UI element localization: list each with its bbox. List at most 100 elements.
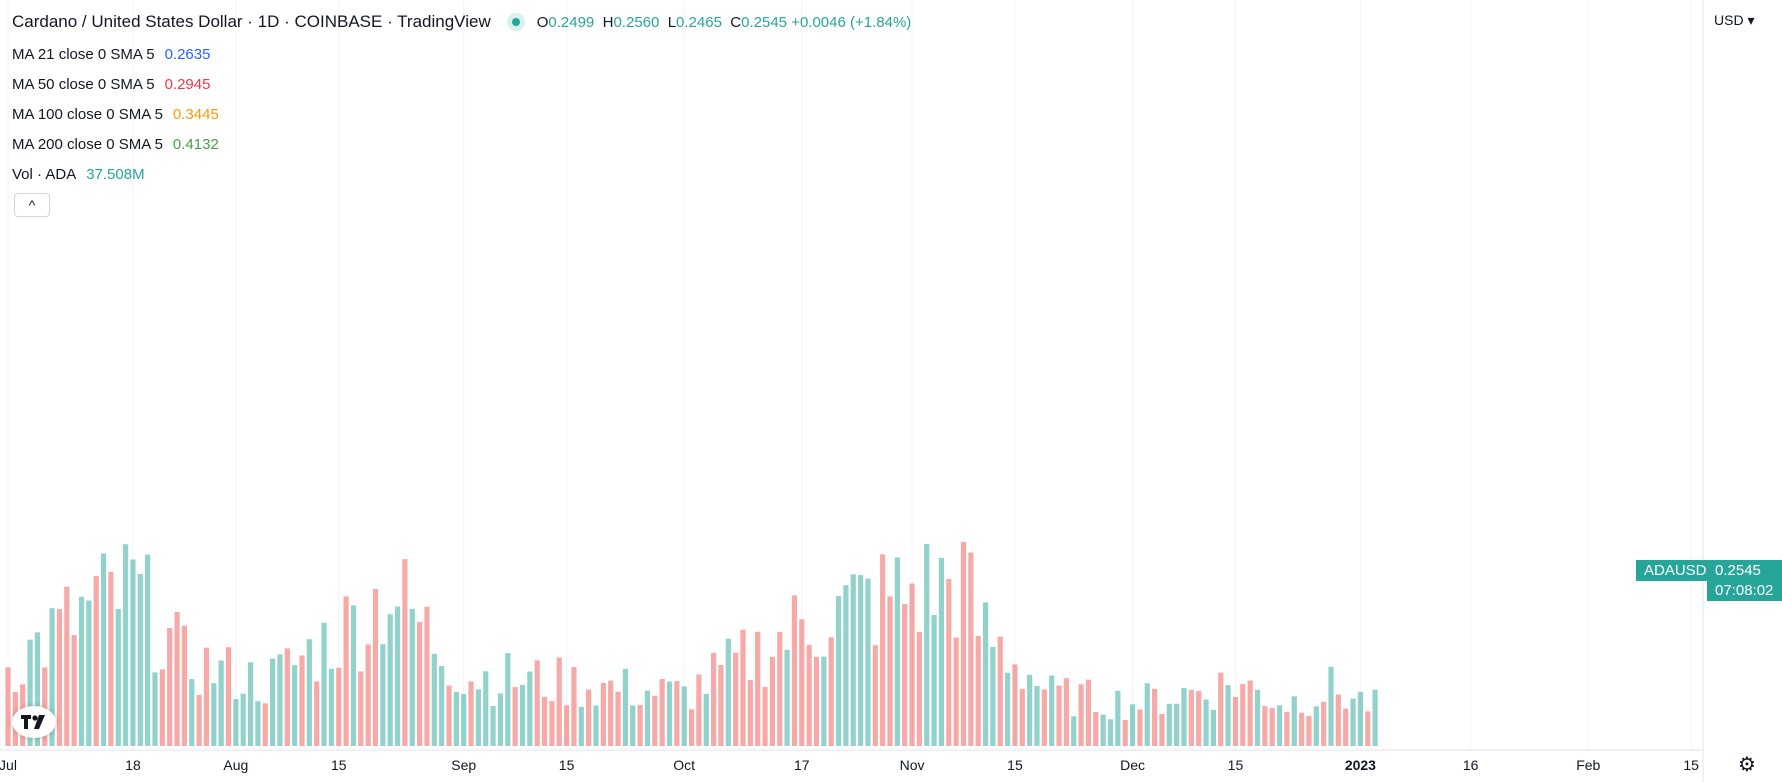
time-axis-tick-label: Feb [1576,757,1600,773]
chevron-down-icon: ▾ [1747,12,1755,28]
volume-bar [975,636,981,746]
volume-bar [93,576,99,746]
volume-bar [1100,714,1106,746]
volume-bar [1276,705,1283,746]
volume-bar [1225,685,1231,746]
volume-bar [1005,672,1011,746]
currency-selector[interactable]: USD ▾ [1714,12,1755,28]
volume-bar [299,655,305,746]
volume-bar [586,689,592,746]
volume-bar [262,703,268,746]
volume-bar [1232,696,1239,746]
volume-bar [909,583,915,746]
volume-bar [725,638,731,746]
volume-bar [578,706,584,746]
volume-bar [56,609,63,746]
volume-bar [321,622,327,746]
volume-bar [997,636,1003,746]
volume-bar [159,669,165,746]
volume-bar [799,619,805,746]
time-axis-tick-label: 15 [1683,757,1699,773]
volume-bar [519,685,526,746]
volume-bar [181,625,187,746]
volume-bar [86,600,92,746]
volume-bar [534,660,540,746]
volume-bar [1122,719,1128,746]
volume-bar [1240,683,1246,746]
gear-icon[interactable]: ⚙ [1738,754,1756,776]
volume-bar [211,683,217,746]
volume-bar [497,693,504,746]
volume-bar [115,608,121,746]
volume-bar [365,644,371,746]
volume-bar [380,644,386,746]
high-value: 0.2560 [613,13,660,31]
volume-bar [784,649,790,746]
volume-bar [446,685,452,746]
legend-ma100[interactable]: MA 100 close 0 SMA 5 0.3445 [12,106,219,123]
volume-bar [1041,689,1047,746]
volume-bar [34,632,40,746]
volume-bar [1313,706,1319,746]
volume-bar [835,596,842,746]
market-status-icon[interactable] [506,13,525,31]
volume-bar [64,586,70,746]
volume-bar [49,608,55,746]
volume-bar [189,679,195,746]
time-axis-tick-label: Nov [900,757,925,773]
volume-bar [1115,690,1121,746]
volume-bar [703,693,709,746]
volume-bar [284,648,290,746]
volume-bar [1071,716,1077,746]
volume-bar [549,701,555,746]
volume-bar [512,687,518,746]
volume-bar [1181,687,1187,746]
volume-bar [490,705,496,746]
volume-bar [887,596,893,746]
volume-bar [821,656,827,746]
volume-bar [27,639,33,746]
volume-bar [1144,683,1150,746]
volume-bar [1152,688,1158,746]
volume-bar [225,647,232,746]
last-price-tag: 0.2545 [1707,560,1782,581]
volume-bar [1210,709,1216,746]
volume-bar [1247,680,1253,746]
volume-bar [1357,691,1363,746]
volume-bar [130,559,136,746]
volume-bar [916,631,922,746]
legend-volume[interactable]: Vol · ADA 37.508M [12,166,145,183]
volume-bar [394,606,401,746]
legend-ma200[interactable]: MA 200 close 0 SMA 5 0.4132 [12,136,219,153]
volume-bar [372,589,379,746]
volume-bar [593,705,599,746]
volume-bar [1372,689,1378,746]
volume-bar [688,709,695,746]
volume-bar [203,647,210,746]
legend-ma50[interactable]: MA 50 close 0 SMA 5 0.2945 [12,76,211,93]
volume-bar [78,596,85,746]
volume-bar [681,686,687,746]
change-value: +0.0046 (+1.84%) [791,13,912,31]
volume-bar [696,674,702,746]
volume-bar [1335,694,1341,746]
time-axis-tick-label: Jul [0,757,17,773]
volume-bar [828,637,834,746]
volume-bar [1365,711,1371,746]
volume-bar [336,667,342,746]
volume-bar [718,664,724,746]
volume-bar [1019,689,1025,746]
legend-ma21[interactable]: MA 21 close 0 SMA 5 0.2635 [12,46,211,63]
volume-bar [1306,716,1312,746]
legend-collapse-button[interactable]: ^ [14,193,50,217]
time-axis-tick-label: 15 [331,757,347,773]
time-axis-tick-label: 15 [1228,757,1244,773]
close-value: 0.2545 [741,13,788,31]
volume-bar [872,645,878,746]
volume-bar [1350,698,1356,746]
volume-bar [108,571,114,746]
tradingview-logo-icon[interactable] [12,706,56,738]
volume-bar [292,665,298,746]
